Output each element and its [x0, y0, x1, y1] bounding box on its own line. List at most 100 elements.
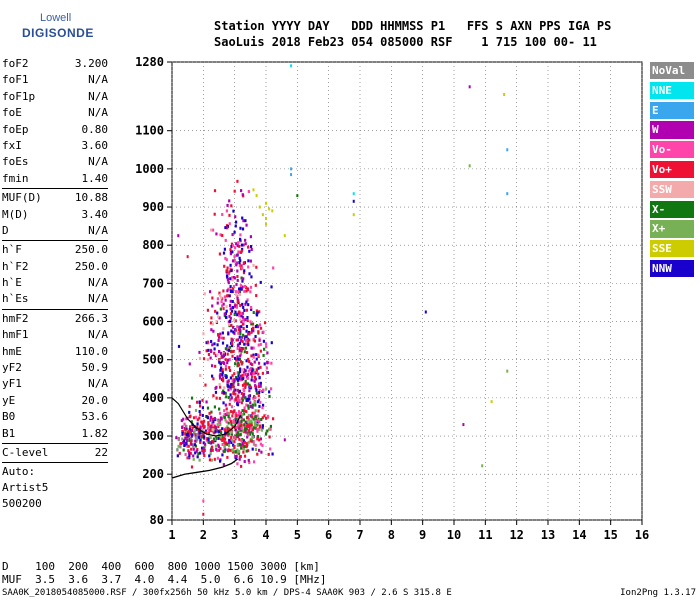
- echo-mark: [203, 454, 206, 458]
- echo-mark: [233, 255, 236, 259]
- echo-mark: [257, 398, 261, 402]
- echo-mark: [226, 425, 229, 429]
- echo-mark: [241, 409, 244, 413]
- echo-mark: [192, 447, 195, 451]
- echo-point: [186, 255, 189, 259]
- echo-mark: [237, 383, 240, 387]
- legend-item-nnw: NNW: [650, 259, 694, 278]
- echo-mark: [244, 242, 247, 246]
- echo-mark: [213, 189, 217, 193]
- echo-mark: [222, 307, 225, 311]
- echo-mark: [258, 425, 261, 429]
- echo-mark: [213, 405, 217, 409]
- param-row: hmF1 N/A: [2, 327, 108, 343]
- echo-point: [265, 201, 267, 205]
- echo-mark: [241, 383, 245, 387]
- echo-mark: [236, 355, 239, 359]
- echo-mark: [242, 430, 246, 434]
- echo-mark: [212, 428, 215, 432]
- echo-mark: [238, 350, 241, 354]
- echo-mark: [254, 335, 257, 339]
- echo-mark: [223, 409, 226, 413]
- param-label: MUF(D): [2, 191, 42, 205]
- echo-mark: [234, 426, 237, 430]
- echo-mark: [252, 378, 255, 382]
- echo-mark: [198, 458, 201, 462]
- echo-mark: [232, 330, 235, 334]
- echo-mark: [237, 423, 240, 427]
- echo-mark: [241, 441, 244, 445]
- echo-mark: [187, 433, 190, 437]
- echo-mark: [240, 312, 243, 316]
- echo-mark: [232, 349, 235, 353]
- legend-item-vo-: Vo+: [650, 160, 694, 179]
- echo-mark: [230, 432, 233, 436]
- echo-mark: [232, 418, 235, 422]
- echo-mark: [247, 190, 250, 194]
- echo-mark: [184, 436, 187, 440]
- echo-mark: [240, 419, 243, 423]
- echo-mark: [202, 332, 205, 336]
- param-row: foF1p N/A: [2, 89, 108, 105]
- param-value: N/A: [88, 292, 108, 306]
- echo-mark: [216, 343, 219, 347]
- param-value: N/A: [88, 328, 108, 342]
- echo-mark: [219, 362, 222, 366]
- echo-mark: [247, 458, 250, 462]
- echo-mark: [250, 307, 253, 311]
- echo-mark: [199, 427, 202, 431]
- echo-mark: [230, 309, 234, 313]
- echo-mark: [262, 330, 265, 334]
- echo-mark: [236, 462, 239, 466]
- echo-mark: [246, 316, 249, 320]
- echo-mark: [260, 428, 264, 432]
- param-label: foF1: [2, 73, 29, 87]
- echo-mark: [213, 457, 216, 461]
- echo-mark: [234, 414, 237, 418]
- echo-mark: [236, 443, 239, 447]
- echo-mark: [239, 259, 242, 263]
- echo-mark: [227, 415, 230, 419]
- echo-mark: [242, 418, 246, 422]
- echo-mark: [225, 274, 229, 278]
- echo-mark: [233, 440, 236, 444]
- footer-file-info: SAA0K_2018054085000.RSF / 300fx256h 50 k…: [2, 588, 452, 598]
- echo-mark: [236, 371, 239, 375]
- echo-mark: [236, 274, 239, 278]
- echo-mark: [228, 427, 231, 431]
- echo-mark: [229, 290, 232, 294]
- echo-mark: [239, 360, 243, 364]
- echo-mark: [217, 333, 220, 337]
- echo-mark: [255, 294, 258, 298]
- echo-mark: [254, 403, 257, 407]
- echo-mark: [189, 436, 193, 440]
- echo-mark: [188, 456, 191, 460]
- echo-mark: [258, 438, 261, 442]
- echo-mark: [183, 439, 186, 443]
- echo-mark: [228, 369, 232, 373]
- echo-mark: [255, 353, 258, 357]
- echo-mark: [233, 318, 236, 322]
- echo-mark: [237, 331, 240, 335]
- echo-mark: [243, 440, 246, 444]
- echo-mark: [252, 460, 256, 464]
- echo-mark: [238, 264, 242, 268]
- echo-mark: [222, 463, 225, 467]
- echo-mark: [257, 366, 260, 370]
- echo-mark: [251, 405, 254, 409]
- echo-mark: [185, 427, 188, 431]
- echo-mark: [231, 449, 234, 453]
- echo-mark: [229, 448, 232, 452]
- echo-mark: [235, 242, 238, 246]
- echo-mark: [228, 402, 231, 406]
- echo-mark: [188, 451, 191, 455]
- echo-mark: [217, 350, 221, 354]
- echo-mark: [243, 454, 247, 458]
- echo-mark: [258, 376, 261, 380]
- echo-mark: [219, 431, 223, 435]
- footer-version: Ion2Png 1.3.17: [620, 588, 696, 598]
- echo-mark: [247, 303, 250, 307]
- param-value: 53.6: [81, 410, 109, 424]
- param-label: hmF2: [2, 311, 29, 325]
- echo-mark: [237, 410, 241, 414]
